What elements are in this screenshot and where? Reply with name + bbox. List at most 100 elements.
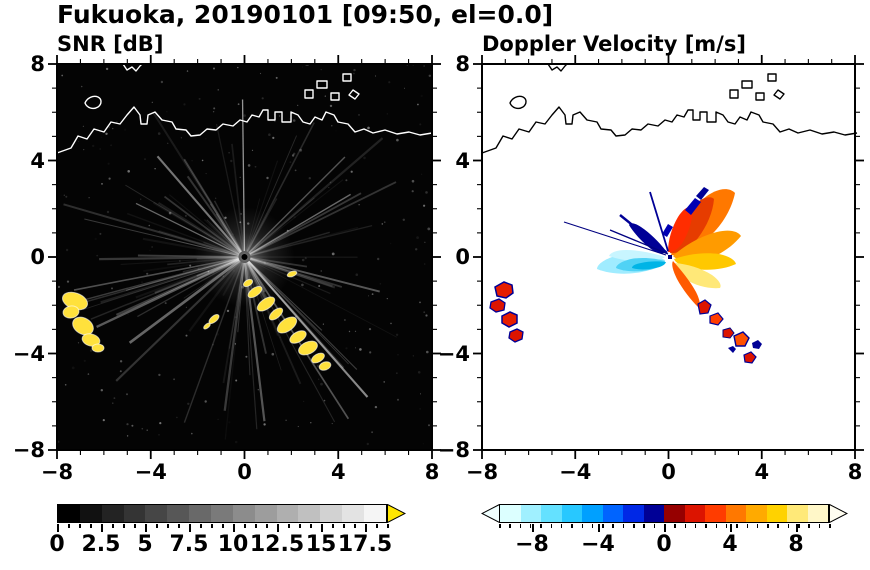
colorbar-tick-label: 0	[49, 532, 65, 557]
colorbar-segment	[167, 505, 190, 522]
colorbar-tick-label: 12.5	[249, 532, 305, 557]
velocity-panel-title: Doppler Velocity [m/s]	[482, 32, 746, 56]
x-tick-label: 8	[847, 460, 863, 484]
x-tick-label: −4	[559, 460, 592, 484]
colorbar-minor-tick	[705, 524, 707, 528]
colorbar-minor-tick	[519, 524, 522, 528]
colorbar-segment	[807, 505, 828, 522]
colorbar-minor-tick	[90, 524, 92, 528]
colorbar-tick-label: 7.5	[169, 532, 209, 557]
y-tick-label: 4	[30, 148, 45, 173]
colorbar-segment	[101, 505, 124, 522]
colorbar-over-arrow	[829, 504, 848, 523]
colorbar-segment	[541, 505, 562, 522]
colorbar-segment	[123, 505, 146, 522]
y-tick-label: −4	[437, 341, 470, 366]
colorbar-minor-tick	[332, 524, 334, 528]
colorbar-segment	[520, 505, 541, 522]
velocity-colorbar	[481, 504, 848, 523]
colorbar-segment	[684, 505, 705, 522]
y-tick-label: 4	[455, 148, 470, 173]
colorbar-ramp	[57, 504, 387, 523]
colorbar-segment	[232, 505, 255, 522]
colorbar-over-arrow	[387, 504, 406, 523]
colorbar-minor-tick	[211, 524, 213, 528]
colorbar-minor-tick	[777, 524, 779, 528]
snr-strong-echoes	[61, 270, 332, 371]
colorbar-segment	[500, 505, 521, 522]
colorbar-minor-tick	[79, 524, 81, 528]
colorbar-minor-tick	[653, 524, 656, 528]
colorbar-minor-tick	[643, 524, 645, 528]
colorbar-minor-tick	[746, 524, 748, 528]
colorbar-minor-tick	[818, 524, 821, 528]
velocity-echoes	[489, 187, 762, 364]
colorbar-minor-tick	[123, 524, 125, 528]
colorbar-minor-tick	[591, 524, 594, 528]
colorbar-tick-label: 5	[137, 532, 153, 557]
colorbar-minor-tick	[756, 524, 759, 528]
y-tick-label: −4	[12, 341, 45, 366]
colorbar-minor-tick	[200, 524, 202, 528]
x-tick-label: 8	[424, 460, 440, 484]
x-tick-label: −4	[134, 460, 167, 484]
colorbar-minor-tick	[244, 524, 246, 528]
colorbar-segment	[79, 505, 102, 522]
colorbar-minor-tick	[798, 524, 800, 528]
colorbar-major-tick	[730, 524, 732, 532]
y-tick-label: 8	[30, 52, 45, 76]
colorbar-tick-label: 15	[305, 532, 337, 557]
y-tick-label: 0	[455, 245, 470, 269]
colorbar-minor-tick	[736, 524, 738, 528]
colorbar-major-tick	[57, 524, 59, 532]
colorbar-segment	[276, 505, 299, 522]
x-tick-label: 0	[237, 460, 252, 484]
colorbar-minor-tick	[633, 524, 635, 528]
colorbar-tick-label: 0	[656, 532, 672, 557]
figure-title: Fukuoka, 20190101 [09:50, el=0.0]	[57, 0, 554, 29]
colorbar-major-tick	[321, 524, 323, 532]
colorbar-ramp	[499, 504, 829, 523]
colorbar-segment	[561, 505, 582, 522]
colorbar-major-tick	[277, 524, 279, 532]
colorbar-tick-label: −8	[515, 532, 549, 557]
colorbar-segment	[582, 505, 603, 522]
colorbar-minor-tick	[725, 524, 728, 528]
y-tick-label: −8	[437, 438, 470, 462]
x-tick-label: 4	[330, 460, 346, 484]
snr-colorbar	[57, 504, 406, 523]
colorbar-minor-tick	[299, 524, 301, 528]
colorbar-minor-tick	[112, 524, 114, 528]
colorbar-minor-tick	[602, 524, 604, 528]
colorbar-minor-tick	[674, 524, 676, 528]
colorbar-minor-tick	[310, 524, 312, 528]
colorbar-segment	[725, 505, 746, 522]
colorbar-minor-tick	[540, 524, 542, 528]
colorbar-minor-tick	[808, 524, 810, 528]
colorbar-minor-tick	[550, 524, 553, 528]
colorbar-segment	[320, 505, 343, 522]
colorbar-minor-tick	[376, 524, 378, 528]
y-tick-label: 8	[455, 52, 470, 76]
colorbar-tick-label: 8	[788, 532, 804, 557]
colorbar-segment	[623, 505, 644, 522]
radar-site-marker	[240, 253, 249, 261]
colorbar-segment	[189, 505, 212, 522]
colorbar-major-tick	[664, 524, 666, 532]
colorbar-minor-tick	[288, 524, 290, 528]
colorbar-minor-tick	[499, 524, 501, 528]
colorbar-under-arrow	[481, 504, 500, 523]
velocity-plot	[473, 55, 864, 459]
coastline-snr	[56, 63, 433, 154]
colorbar-segment	[705, 505, 726, 522]
colorbar-tick-label: 4	[722, 532, 738, 557]
coastline-velocity	[481, 63, 858, 154]
colorbar-segment	[211, 505, 233, 522]
colorbar-segment	[643, 505, 664, 522]
colorbar-tick-label: 17.5	[337, 532, 393, 557]
colorbar-minor-tick	[581, 524, 583, 528]
colorbar-minor-tick	[343, 524, 345, 528]
colorbar-minor-tick	[694, 524, 697, 528]
colorbar-segment	[602, 505, 623, 522]
